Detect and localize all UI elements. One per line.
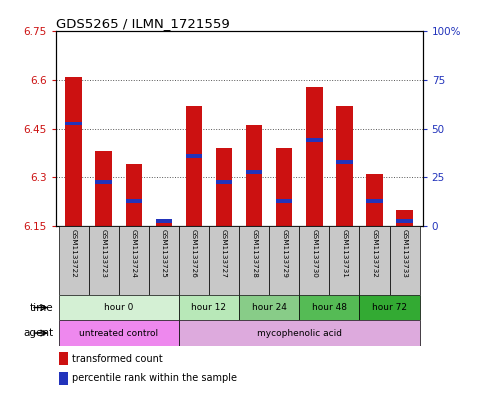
Bar — [396, 219, 413, 223]
Text: hour 72: hour 72 — [372, 303, 407, 312]
Text: GSM1133729: GSM1133729 — [281, 230, 287, 278]
Bar — [329, 226, 359, 295]
Text: hour 0: hour 0 — [104, 303, 133, 312]
Bar — [239, 295, 299, 320]
Text: GSM1133731: GSM1133731 — [341, 230, 347, 278]
Bar — [276, 199, 293, 203]
Bar — [126, 199, 142, 203]
Bar — [359, 295, 420, 320]
Text: GSM1133726: GSM1133726 — [191, 230, 197, 278]
Bar — [269, 226, 299, 295]
Text: GSM1133725: GSM1133725 — [161, 230, 167, 278]
Text: mycophenolic acid: mycophenolic acid — [257, 329, 342, 338]
Text: GSM1133733: GSM1133733 — [401, 230, 408, 278]
Bar — [366, 199, 383, 203]
Bar — [185, 154, 202, 158]
Bar — [119, 226, 149, 295]
Bar — [65, 121, 82, 125]
Bar — [126, 164, 142, 226]
Text: hour 48: hour 48 — [312, 303, 347, 312]
Bar — [246, 170, 262, 174]
Bar — [306, 86, 323, 226]
Text: untreated control: untreated control — [79, 329, 158, 338]
Bar — [396, 210, 413, 226]
Text: hour 24: hour 24 — [252, 303, 286, 312]
Text: agent: agent — [23, 328, 53, 338]
Bar — [58, 295, 179, 320]
Bar — [58, 226, 89, 295]
Bar — [179, 226, 209, 295]
Bar — [276, 148, 293, 226]
Bar — [65, 77, 82, 226]
Bar — [156, 219, 172, 223]
Text: GSM1133724: GSM1133724 — [131, 230, 137, 278]
Text: GDS5265 / ILMN_1721559: GDS5265 / ILMN_1721559 — [56, 17, 229, 30]
Text: GSM1133728: GSM1133728 — [251, 230, 257, 278]
Bar — [359, 226, 389, 295]
Text: GSM1133723: GSM1133723 — [100, 230, 107, 278]
Text: GSM1133732: GSM1133732 — [371, 230, 378, 278]
Bar — [185, 106, 202, 226]
Bar — [239, 226, 269, 295]
Bar — [59, 352, 69, 365]
Bar — [96, 151, 112, 226]
Bar — [336, 106, 353, 226]
Text: GSM1133722: GSM1133722 — [71, 230, 77, 278]
Bar — [336, 160, 353, 164]
Text: GSM1133730: GSM1133730 — [312, 230, 317, 278]
Bar — [306, 138, 323, 142]
Text: hour 12: hour 12 — [191, 303, 227, 312]
Text: transformed count: transformed count — [72, 354, 163, 364]
Text: time: time — [29, 303, 53, 312]
Bar — [246, 125, 262, 226]
Bar — [366, 174, 383, 226]
Text: GSM1133727: GSM1133727 — [221, 230, 227, 278]
Bar — [299, 226, 329, 295]
Bar — [58, 320, 179, 346]
Bar — [209, 226, 239, 295]
Bar — [216, 148, 232, 226]
Bar — [179, 320, 420, 346]
Bar — [149, 226, 179, 295]
Bar — [89, 226, 119, 295]
Bar — [216, 180, 232, 184]
Bar — [299, 295, 359, 320]
Bar — [389, 226, 420, 295]
Bar — [96, 180, 112, 184]
Bar — [179, 295, 239, 320]
Bar — [59, 372, 69, 385]
Text: percentile rank within the sample: percentile rank within the sample — [72, 373, 237, 383]
Bar — [156, 220, 172, 226]
